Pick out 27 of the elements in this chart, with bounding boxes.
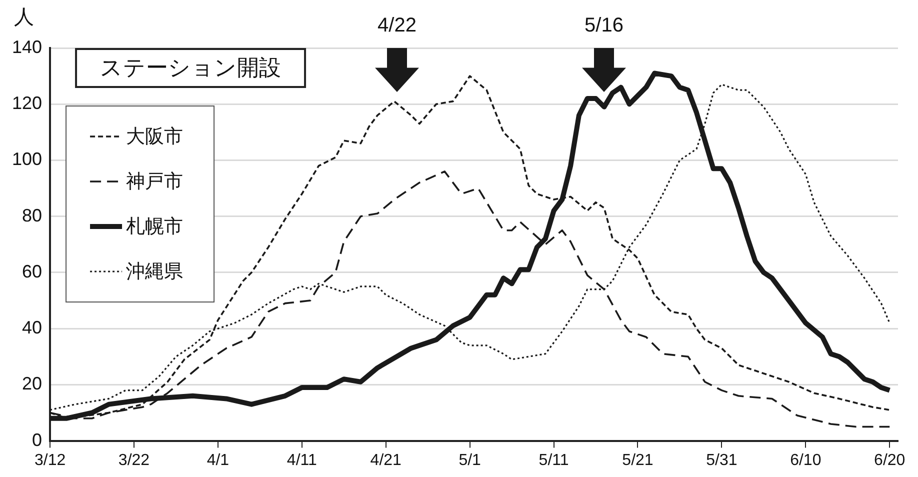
y-tick-label: 140	[12, 36, 42, 57]
x-tick-label: 3/22	[118, 452, 150, 469]
x-tick-label: 5/1	[458, 452, 482, 469]
y-tick-label: 40	[22, 318, 42, 338]
y-axis-title: 人	[14, 6, 34, 29]
legend-label: 札幌市	[126, 216, 184, 238]
y-tick-label: 80	[22, 205, 42, 226]
text: 5/16	[584, 14, 624, 37]
legend-label: 大阪市	[126, 126, 184, 148]
legend-label: 沖縄県	[126, 262, 184, 283]
text: 4/22	[378, 14, 416, 37]
x-tick-label: 3/12	[34, 452, 66, 469]
x-tick-label: 6/20	[874, 452, 906, 469]
x-tick-label: 4/1	[206, 452, 230, 469]
x-tick-label: 6/10	[790, 452, 822, 469]
legend-label: 神戸市	[126, 170, 184, 193]
y-tick-label: 20	[22, 374, 42, 394]
y-tick-label: 0	[32, 430, 42, 450]
annotation: ステーション開設	[100, 55, 282, 80]
x-tick-label: 4/21	[370, 452, 402, 469]
x-tick-label: 4/11	[286, 452, 317, 469]
x-tick-label: 5/31	[706, 452, 738, 469]
y-tick-label: 120	[12, 93, 42, 114]
x-tick-label: 5/11	[538, 452, 569, 469]
x-tick-label: 5/21	[622, 452, 654, 469]
y-tick-label: 100	[12, 149, 42, 170]
y-tick-label: 60	[22, 261, 42, 282]
